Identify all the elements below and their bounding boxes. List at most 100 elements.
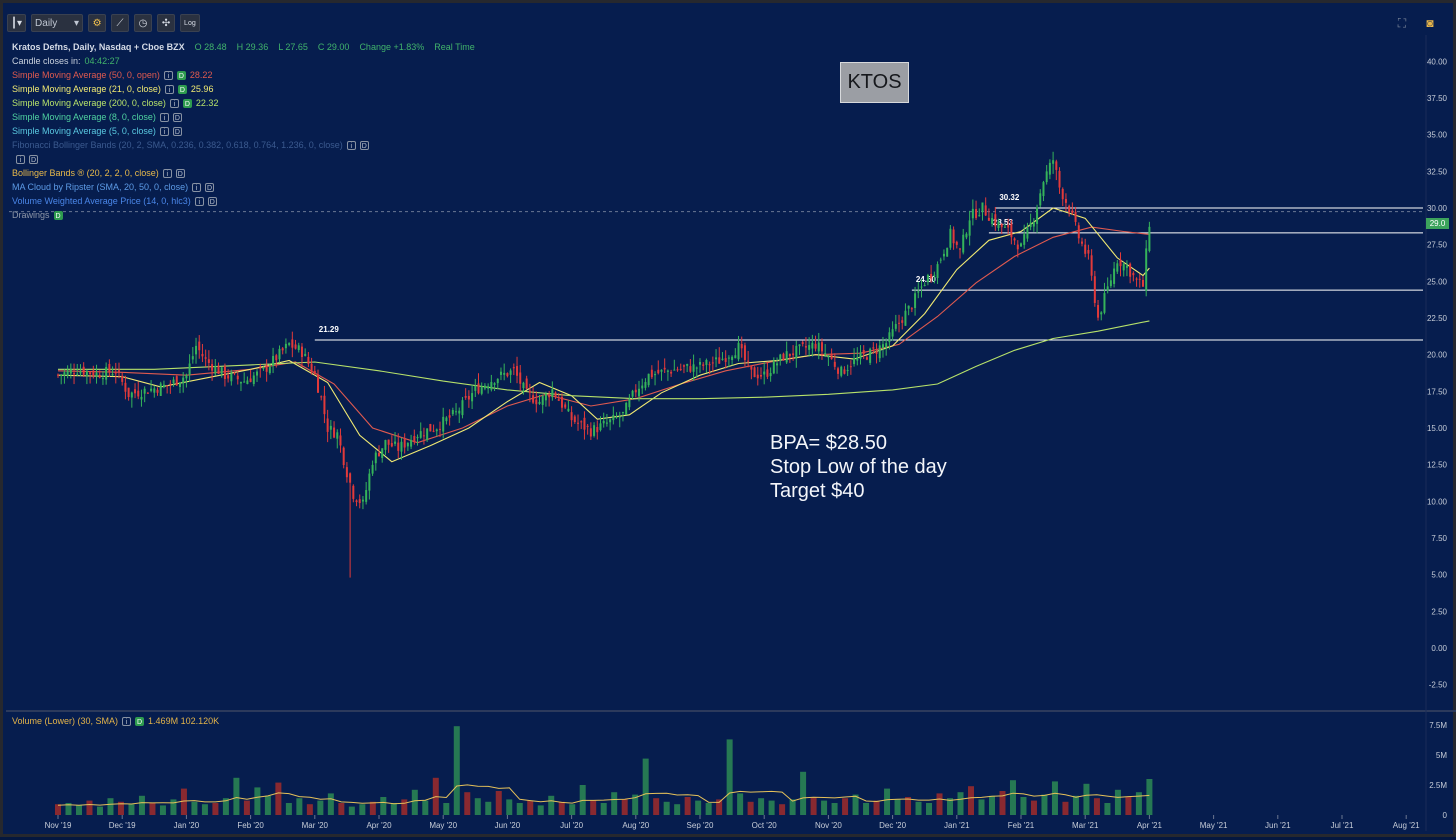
volume-bar	[1083, 783, 1090, 815]
candle-body	[288, 343, 291, 345]
candle-body	[69, 369, 72, 374]
log-scale-button[interactable]: Log	[180, 14, 200, 32]
candle-body	[108, 363, 111, 373]
candle-body	[92, 370, 95, 377]
candle-body	[162, 384, 165, 388]
study-visibility-icon[interactable]: D	[172, 126, 182, 136]
study-info-icon[interactable]: i	[16, 154, 25, 164]
candle-body	[66, 370, 69, 376]
study-visibility-icon[interactable]: D	[205, 182, 215, 192]
volume-info-icon[interactable]: i	[122, 716, 132, 726]
study-info-icon[interactable]: i	[169, 98, 179, 108]
candle-body	[824, 353, 827, 355]
current-price-tag: 29.0	[1426, 218, 1449, 229]
volume-bar	[201, 804, 208, 815]
fullscreen-icon[interactable]: ⛶	[1397, 16, 1407, 30]
candle-body	[570, 412, 573, 421]
volume-visibility-icon[interactable]: D	[135, 716, 145, 726]
y-tick-label: 20.00	[1427, 351, 1448, 360]
study-visibility-icon[interactable]: D	[172, 112, 182, 122]
study-info-icon[interactable]: i	[163, 70, 173, 80]
candle-body	[368, 473, 371, 491]
level-label: 24.60	[916, 275, 937, 284]
candle-body	[522, 382, 525, 389]
volume-bar	[800, 771, 807, 815]
candle-body	[124, 382, 127, 392]
volume-tick-label: 5M	[1436, 751, 1447, 760]
x-tick-label: May '21	[1200, 821, 1228, 830]
study-info-icon[interactable]: i	[192, 182, 202, 192]
y-tick-label: 25.00	[1427, 277, 1448, 286]
candle-body	[567, 408, 570, 412]
candle-body	[551, 389, 554, 398]
study-row[interactable]: Volume Weighted Average Price (14, 0, hl…	[12, 194, 475, 208]
study-visibility-icon[interactable]: D	[175, 168, 185, 178]
candle-body	[512, 367, 515, 369]
candle-body	[1068, 205, 1071, 213]
x-tick-label: Mar '20	[302, 821, 329, 830]
volume-tick-label: 0	[1443, 811, 1448, 820]
candle-body	[618, 416, 621, 418]
drawings-visibility-icon[interactable]: D	[53, 210, 63, 220]
study-visibility-icon[interactable]: D	[182, 98, 192, 108]
study-row[interactable]: Bollinger Bands ® (20, 2, 2, 0, close) i D	[12, 166, 475, 180]
volume-bar	[390, 803, 397, 815]
camera-icon[interactable]: ◙	[1426, 16, 1434, 30]
volume-bar	[747, 801, 754, 815]
drawing-tools-button[interactable]: ✣	[157, 14, 176, 32]
study-info-icon[interactable]: i	[164, 84, 174, 94]
candle-body	[625, 402, 628, 415]
settings-button[interactable]: ⚙	[88, 14, 107, 32]
study-row[interactable]: Simple Moving Average (200, 0, close) i D 2…	[12, 96, 475, 110]
study-visibility-icon[interactable]: D	[176, 70, 186, 80]
candle-body	[779, 354, 782, 361]
candle-body	[381, 448, 384, 459]
chart-type-button[interactable]: ┃▾	[7, 14, 27, 32]
study-value: 25.96	[190, 84, 214, 94]
candle-body	[715, 357, 718, 360]
volume-bar	[821, 800, 828, 815]
study-visibility-icon[interactable]: D	[177, 84, 187, 94]
study-row[interactable]: Simple Moving Average (8, 0, close) i D	[12, 110, 475, 124]
study-row[interactable]: Simple Moving Average (21, 0, close) i D 25…	[12, 82, 475, 96]
volume-bar	[159, 805, 166, 815]
candle-body	[294, 344, 297, 349]
time-button[interactable]: ◷	[134, 14, 153, 32]
candle-body	[910, 308, 913, 310]
study-visibility-icon[interactable]: D	[29, 154, 38, 164]
study-row[interactable]: Simple Moving Average (50, 0, open) i D 28.…	[12, 68, 475, 82]
candle-body	[631, 390, 634, 397]
interval-select[interactable]: Daily ▾	[31, 14, 84, 32]
candle-body	[307, 356, 310, 364]
study-info-icon[interactable]: i	[194, 196, 204, 206]
study-info-icon[interactable]: i	[159, 126, 169, 136]
x-tick-label: Sep '20	[687, 821, 714, 830]
candle-body	[875, 351, 878, 354]
top-right-icons: ⛶ ◙	[1395, 16, 1437, 30]
candle-body	[499, 371, 502, 375]
volume-bar	[254, 787, 261, 815]
candle-body	[490, 381, 493, 390]
study-row[interactable]: Fibonacci Bollinger Bands (20, 2, SMA, 0…	[12, 138, 475, 152]
candle-body	[121, 375, 124, 382]
study-visibility-icon[interactable]: D	[359, 140, 369, 150]
study-visibility-icon[interactable]: D	[207, 196, 217, 206]
study-info-icon[interactable]: i	[159, 112, 169, 122]
candle-body	[1055, 161, 1058, 170]
price-chart[interactable]: 40.00 37.50 35.00 32.50 30.00 27.50 25.00 22.50…	[3, 3, 1456, 840]
study-label: Simple Moving Average (200, 0, close)	[12, 98, 166, 108]
volume-bar	[1072, 795, 1079, 815]
study-info-icon[interactable]: i	[346, 140, 356, 150]
candle-body	[349, 473, 352, 483]
study-row[interactable]: MA Cloud by Ripster (SMA, 20, 50, 0, clo…	[12, 180, 475, 194]
study-row[interactable]: Simple Moving Average (5, 0, close) i D	[12, 124, 475, 138]
candle-body	[156, 389, 159, 393]
candle-body	[942, 253, 945, 257]
candle-body	[1058, 170, 1061, 188]
volume-bar	[506, 799, 513, 815]
study-info-icon[interactable]: i	[162, 168, 172, 178]
candle-body	[211, 364, 214, 371]
compare-button[interactable]: ⟋	[111, 14, 130, 32]
candle-body	[419, 431, 422, 438]
